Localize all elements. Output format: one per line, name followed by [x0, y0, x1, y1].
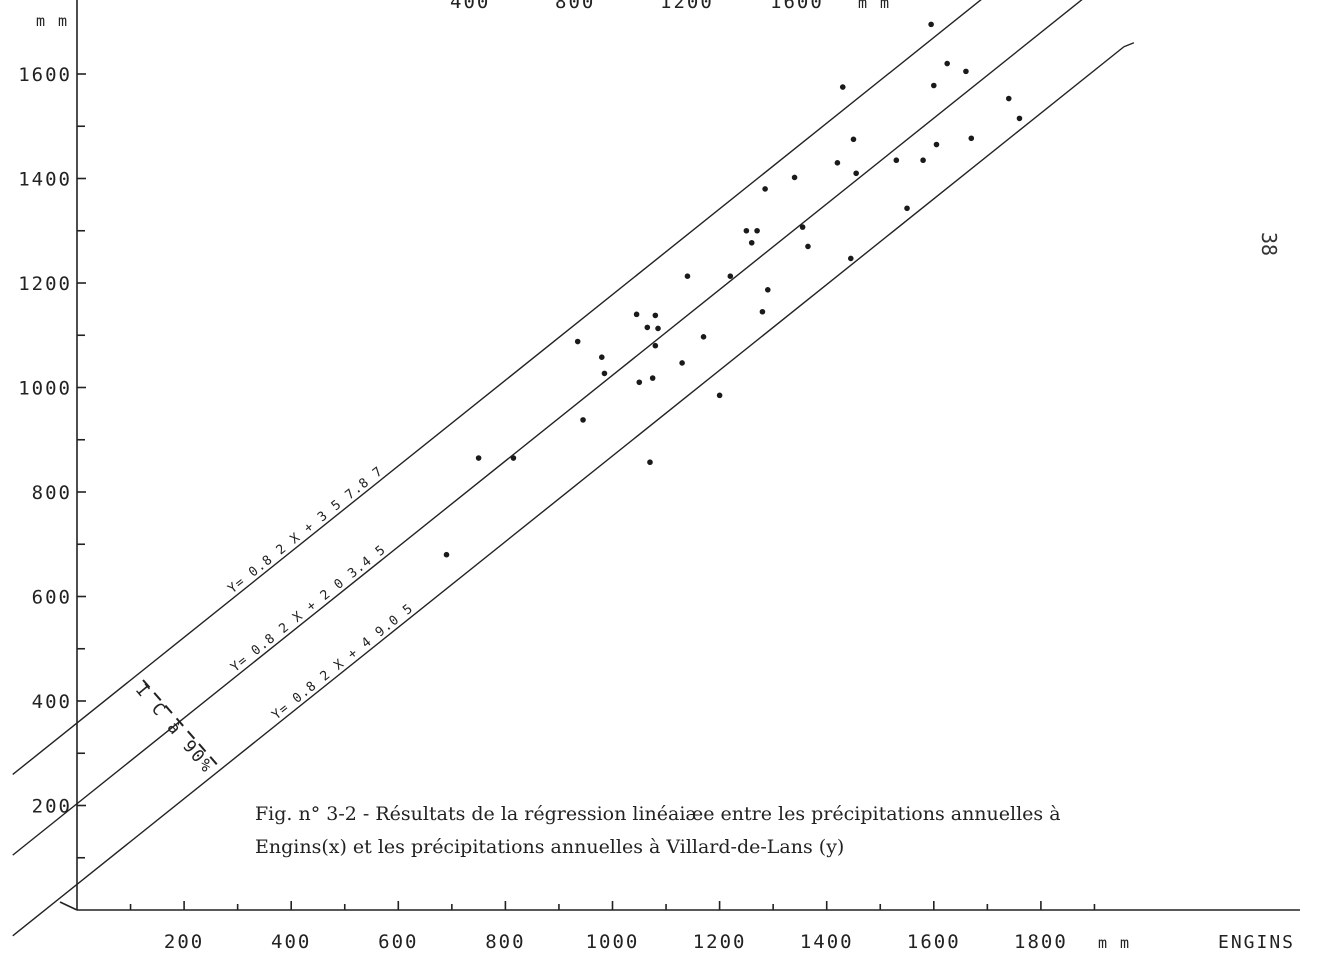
regression-line: [12, 46, 1125, 937]
x-tick-label: 1000: [586, 931, 640, 953]
data-point: [805, 243, 811, 250]
regression-equation-label: Y= 0.8 2 X + 3 5 7.8 7: [225, 464, 386, 597]
axis-ticks: [77, 73, 1096, 910]
data-point: [904, 205, 910, 212]
x-tick-label: 1400: [800, 931, 854, 953]
data-point: [764, 286, 771, 293]
data-point: [853, 170, 859, 177]
data-point: [475, 455, 482, 461]
data-point: [684, 273, 691, 280]
regression-lines: [12, 0, 1135, 937]
y-tick-label: 800: [32, 482, 72, 504]
data-point: [443, 551, 450, 558]
ci-dashed-line: [142, 679, 221, 769]
top-unit-label: m m: [858, 0, 891, 12]
ci-label: I C à 90%: [131, 680, 217, 777]
x-tick-label: 200: [164, 931, 204, 953]
x-unit-label: m m: [1098, 934, 1131, 952]
data-point: [968, 135, 975, 142]
data-point: [799, 224, 806, 230]
x-tick-label: 1800: [1014, 931, 1068, 953]
data-point: [759, 308, 766, 315]
x-tick-label: 400: [271, 931, 311, 953]
data-points: [443, 21, 1023, 558]
data-point: [743, 227, 750, 234]
data-point: [649, 375, 656, 381]
data-point: [633, 311, 640, 318]
data-point: [636, 379, 643, 386]
y-tick-label: 1400: [18, 169, 72, 191]
data-point: [1005, 95, 1012, 102]
caption-line-2: Engins(x) et les précipitations annuelle…: [255, 836, 844, 858]
axis-tick-labels: 200 400 600 800 1000 1200 1400 1600 1800 200 400 60…: [18, 64, 1068, 953]
data-point: [748, 239, 755, 246]
data-point: [931, 82, 937, 89]
data-point: [834, 160, 841, 166]
data-point: [944, 60, 950, 67]
data-point: [647, 459, 653, 466]
y-tick-label: 1200: [18, 273, 72, 295]
x-tick-label: 1600: [907, 931, 961, 953]
top-tick-label-1200: 1200: [660, 0, 714, 13]
data-point: [762, 186, 768, 192]
data-point: [754, 227, 760, 234]
data-point: [839, 84, 846, 90]
regression-line: [12, 0, 982, 775]
data-point: [850, 136, 857, 143]
data-point: [716, 392, 723, 399]
caption-line-1: Fig. n° 3-2 - Résultats de la régression…: [255, 803, 1061, 825]
data-point: [644, 324, 651, 331]
top-axis: 400 800 1200 1600 m m: [450, 0, 891, 13]
regression-line: [12, 0, 1083, 856]
data-point: [679, 360, 685, 366]
x-tick-label: 600: [378, 931, 418, 953]
data-point: [580, 417, 586, 423]
data-point: [847, 255, 854, 262]
data-point: [601, 370, 608, 377]
x-tick-label: 800: [485, 931, 525, 953]
data-point: [655, 325, 661, 332]
data-point: [963, 68, 969, 75]
data-point: [893, 157, 900, 164]
x-tick-label: 1200: [693, 931, 747, 953]
data-point: [933, 141, 940, 148]
top-tick-label-1600: 1600: [770, 0, 824, 13]
y-tick-label: 200: [32, 796, 72, 818]
data-point: [928, 21, 934, 28]
regression-line-end-hook: [1123, 42, 1135, 48]
y-tick-label: 1600: [18, 64, 72, 86]
y-tick-label: 1000: [18, 378, 72, 400]
data-point: [652, 342, 659, 349]
data-point: [510, 455, 517, 461]
data-point: [574, 338, 581, 345]
data-point: [727, 273, 734, 280]
data-point: [791, 174, 798, 181]
regression-equation-label: Y= 0.8 2 X + 2 0 3.4 5: [228, 542, 389, 675]
data-point: [598, 354, 605, 360]
y-unit-label: m m: [36, 12, 69, 30]
top-tick-label-800: 800: [555, 0, 595, 13]
y-tick-label: 600: [32, 587, 72, 609]
page-number: 38: [1257, 232, 1281, 256]
x-station-label: ENGINS: [1218, 932, 1295, 953]
equation-labels: Y= 0.8 2 X + 3 5 7.8 7Y= 0.8 2 X + 2 0 3…: [225, 464, 416, 723]
data-point: [700, 334, 707, 340]
axis-corner-slant: [59, 901, 78, 911]
y-tick-label: 400: [32, 691, 72, 713]
top-tick-label-400: 400: [450, 0, 490, 13]
data-point: [652, 312, 659, 319]
data-point: [920, 157, 926, 164]
data-point: [1016, 115, 1023, 122]
